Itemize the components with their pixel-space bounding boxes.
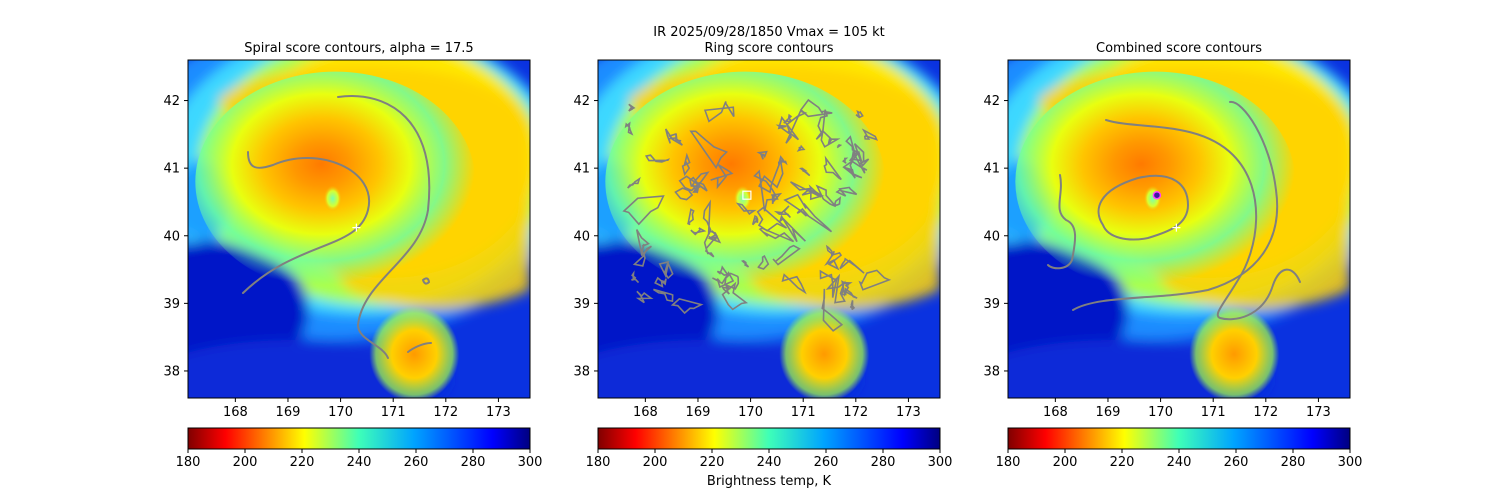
colorbar-tick-label: 240 — [757, 455, 782, 470]
y-tick-label: 39 — [573, 297, 590, 312]
colorbar-tick-label: 180 — [176, 455, 201, 470]
colorbar-tick-label: 200 — [233, 455, 258, 470]
colorbar — [597, 427, 941, 450]
x-tick-label: 168 — [1043, 405, 1068, 420]
colorbar — [187, 427, 531, 450]
colorbar-tick-label: 260 — [404, 455, 429, 470]
colorbar-tick-label: 280 — [871, 455, 896, 470]
x-tick-label: 173 — [1306, 405, 1331, 420]
combined-center-marker — [1152, 190, 1162, 200]
colorbar-tick-label: 180 — [586, 455, 611, 470]
colorbar-tick-label: 300 — [518, 455, 543, 470]
colorbar — [1007, 427, 1351, 450]
panel-title: Spiral score contours, alpha = 17.5 — [244, 41, 473, 56]
colorbar-tick-label: 180 — [996, 455, 1021, 470]
ir-image — [1008, 60, 1350, 398]
x-tick-label: 173 — [896, 405, 921, 420]
colorbar-tick-label: 220 — [290, 455, 315, 470]
y-tick-label: 38 — [163, 364, 180, 379]
colorbar-tick-label: 220 — [700, 455, 725, 470]
x-tick-label: 171 — [1201, 405, 1226, 420]
y-tick-label: 42 — [983, 94, 1000, 109]
center-estimate-marker — [1172, 223, 1181, 232]
axes-frame — [1007, 59, 1351, 399]
y-tick-label: 42 — [163, 94, 180, 109]
x-tick-label: 169 — [686, 405, 711, 420]
x-tick-label: 170 — [1148, 405, 1173, 420]
y-tick-label: 41 — [983, 162, 1000, 177]
score-contours — [242, 95, 432, 359]
colorbar-tick-label: 300 — [1338, 455, 1363, 470]
y-tick-label: 39 — [983, 297, 1000, 312]
x-tick-label: 170 — [328, 405, 353, 420]
center-estimate-marker — [352, 223, 361, 232]
colorbar-label: Brightness temp, K — [707, 474, 832, 489]
x-tick-label: 168 — [633, 405, 658, 420]
panel-3: Combined score contours 168 169 170 171 172 17… — [983, 41, 1363, 470]
x-tick-label: 173 — [486, 405, 511, 420]
panel-title: Combined score contours — [1096, 41, 1262, 56]
ir-image — [598, 60, 940, 398]
y-tick-label: 39 — [163, 297, 180, 312]
panel-2: Ring score contours 168 169 170 171 172 173 38 3… — [573, 41, 953, 470]
ir-image — [188, 60, 530, 398]
panel-1: Spiral score contours, alpha = 17.5 168 16… — [163, 41, 543, 470]
x-tick-label: 169 — [276, 405, 301, 420]
x-tick-label: 171 — [381, 405, 406, 420]
y-tick-label: 42 — [573, 94, 590, 109]
score-contours — [1047, 101, 1301, 321]
colorbar-tick-label: 280 — [461, 455, 486, 470]
colorbar-tick-label: 240 — [347, 455, 372, 470]
axes-frame — [597, 59, 941, 399]
x-tick-label: 170 — [738, 405, 763, 420]
x-tick-label: 172 — [433, 405, 458, 420]
x-tick-label: 168 — [223, 405, 248, 420]
y-tick-label: 41 — [163, 162, 180, 177]
colorbar-tick-label: 220 — [1110, 455, 1135, 470]
x-tick-label: 172 — [1253, 405, 1278, 420]
x-tick-label: 172 — [843, 405, 868, 420]
y-tick-label: 38 — [983, 364, 1000, 379]
y-tick-label: 38 — [573, 364, 590, 379]
axes-frame — [187, 59, 531, 399]
colorbar-tick-label: 260 — [814, 455, 839, 470]
panel-title: Ring score contours — [704, 41, 833, 56]
y-tick-label: 41 — [573, 162, 590, 177]
colorbar-tick-label: 240 — [1167, 455, 1192, 470]
colorbar-tick-label: 260 — [1224, 455, 1249, 470]
score-contours — [622, 98, 892, 332]
y-tick-label: 40 — [163, 229, 180, 244]
figure-suptitle: IR 2025/09/28/1850 Vmax = 105 kt — [653, 25, 884, 40]
ring-center-marker — [742, 190, 752, 200]
suptitle-line: IR 2025/09/28/1850 Vmax = 105 kt — [653, 25, 884, 40]
colorbar-tick-label: 200 — [643, 455, 668, 470]
colorbar-tick-label: 200 — [1053, 455, 1078, 470]
colorbar-tick-label: 280 — [1281, 455, 1306, 470]
y-tick-label: 40 — [983, 229, 1000, 244]
colorbar-tick-label: 300 — [928, 455, 953, 470]
x-tick-label: 171 — [791, 405, 816, 420]
x-tick-label: 169 — [1096, 405, 1121, 420]
y-tick-label: 40 — [573, 229, 590, 244]
